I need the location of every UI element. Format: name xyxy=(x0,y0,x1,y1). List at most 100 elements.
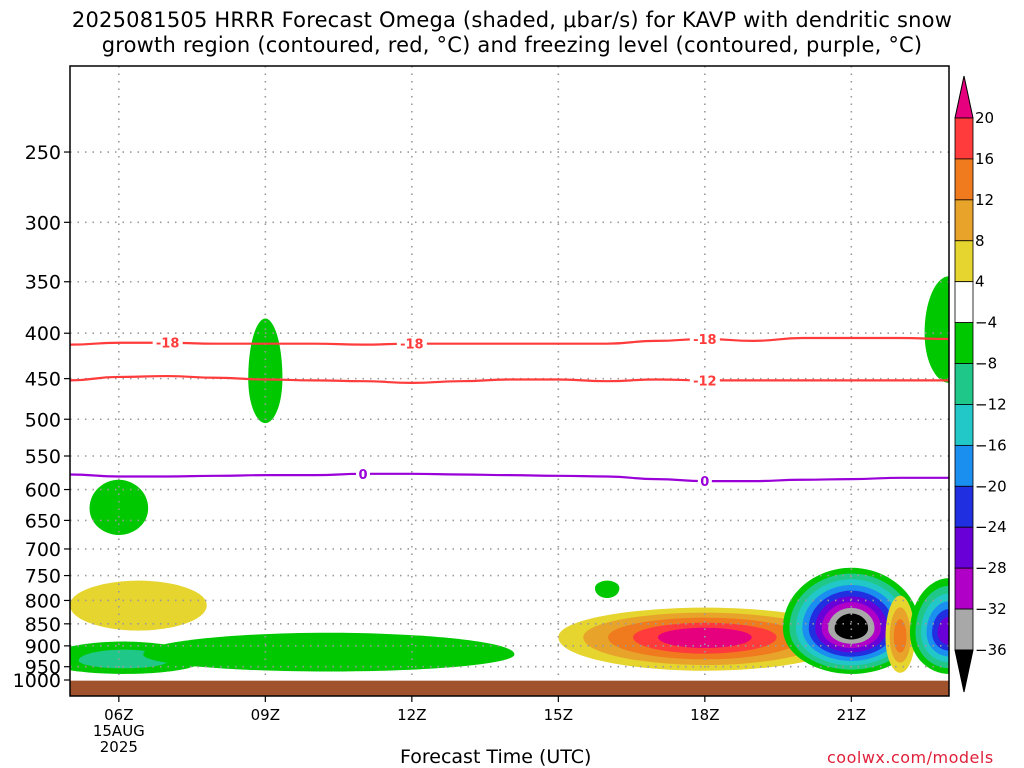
y-tick-label: 650 xyxy=(25,510,61,532)
chart-title-line-2: growth region (contoured, red, °C) and f… xyxy=(101,33,923,57)
y-tick-label: 700 xyxy=(25,539,61,561)
y-tick-label: 500 xyxy=(25,409,61,431)
colorbar-bin xyxy=(954,199,974,242)
contour-label-bg xyxy=(689,373,720,388)
x-date-label: 2025 xyxy=(100,738,138,756)
y-tick-label: 600 xyxy=(25,480,61,502)
y-tick-label: 550 xyxy=(25,446,61,468)
y-tick-label: 1000 xyxy=(13,670,61,692)
colorbar-bin xyxy=(954,526,974,569)
omega-feature-ascent-0600-mid xyxy=(89,479,149,535)
omega-feature-descent-1800-core xyxy=(558,607,852,671)
x-tick-label: 06Z xyxy=(104,706,133,724)
plot-border xyxy=(69,65,950,697)
colorbar-bin xyxy=(954,281,974,324)
chart-title-line-1: 2025081505 HRRR Forecast Omega (shaded, … xyxy=(71,8,953,32)
omega-fill-level xyxy=(594,580,620,599)
colorbar-label: 8 xyxy=(975,232,985,250)
omega-fill-level xyxy=(657,627,752,648)
colorbar-label: 4 xyxy=(975,273,985,291)
colorbar-label: 16 xyxy=(975,150,994,168)
omega-feature-descent-0630-low xyxy=(70,580,207,631)
omega-feature-ascent-upper-0900 xyxy=(248,318,283,424)
contour-label: -12 xyxy=(693,374,717,389)
omega-fill-level xyxy=(143,632,515,672)
x-tick-label: 15Z xyxy=(544,706,573,724)
contour-label-bg xyxy=(697,474,712,489)
y-tick-label: 750 xyxy=(25,566,61,588)
colorbar-label: −24 xyxy=(975,518,1007,536)
contour-label: 0 xyxy=(358,468,367,483)
chart-title: 2025081505 HRRR Forecast Omega (shaded, … xyxy=(0,8,1024,58)
contour-lines: -18 -18 -18-120 0 xyxy=(70,331,949,490)
colorbar-bottom-arrow xyxy=(954,649,974,693)
colorbar-bin xyxy=(954,444,974,487)
omega-fill-level xyxy=(893,619,907,653)
omega-feature-descent-2200-narrow xyxy=(885,595,915,673)
y-tick-label: 400 xyxy=(25,323,61,345)
plot-frame xyxy=(69,65,950,697)
colorbar-bin xyxy=(954,485,974,528)
omega-fill-level xyxy=(924,276,949,383)
colorbar-bin xyxy=(954,567,974,610)
omega-feature-ascent-2300-edge xyxy=(909,578,949,674)
colorbar-bin xyxy=(954,240,974,283)
x-date-label: 15AUG xyxy=(93,722,145,740)
contour-label: 0 xyxy=(700,475,709,490)
contour-label: -18 xyxy=(156,337,180,352)
x-tick-label: 18Z xyxy=(690,706,719,724)
colorbar-bin xyxy=(954,608,974,651)
colorbar-label: −36 xyxy=(975,641,1007,659)
contour-dgz_-12: -12 xyxy=(70,373,949,389)
contour-label: -18 xyxy=(400,338,424,353)
y-tick-label: 250 xyxy=(25,142,61,164)
omega-feature-ascent-upper-right-edge xyxy=(924,276,949,383)
contour-line xyxy=(70,374,949,384)
y-tick-label: 850 xyxy=(25,614,61,636)
contour-label-bg xyxy=(152,335,183,350)
y-tick-label: 300 xyxy=(25,212,61,234)
omega-feature-ascent-1600-small xyxy=(594,580,620,599)
colorbar-bin xyxy=(954,117,974,160)
y-tick-label: 800 xyxy=(25,590,61,612)
y-tick-label: 900 xyxy=(25,636,61,658)
colorbar-label: −8 xyxy=(975,355,997,373)
x-tick-label: 21Z xyxy=(837,706,866,724)
colorbar-top-arrow xyxy=(954,75,974,119)
colorbar-bin xyxy=(954,322,974,364)
y-tick-label: 950 xyxy=(25,657,61,679)
colorbar-label: −32 xyxy=(975,600,1007,618)
ground-layer xyxy=(70,680,949,696)
colorbar-label: 12 xyxy=(975,191,994,209)
omega-fill-level xyxy=(248,318,283,424)
contour-label-bg xyxy=(689,331,720,346)
contour-label: -18 xyxy=(693,333,717,348)
x-tick-label: 09Z xyxy=(251,706,280,724)
contour-label-bg xyxy=(396,336,427,351)
colorbar-label: −20 xyxy=(975,477,1007,495)
contour-line xyxy=(70,472,949,483)
x-axis-label: Forecast Time (UTC) xyxy=(400,746,592,768)
contour-line xyxy=(70,336,949,346)
colorbar-label: −12 xyxy=(975,395,1007,413)
y-tick-label: 350 xyxy=(25,272,61,294)
contour-label-bg xyxy=(356,466,370,481)
colorbar-label: −28 xyxy=(975,559,1007,577)
omega-fill-level xyxy=(89,479,149,535)
colorbar-label: −4 xyxy=(975,314,997,332)
x-tick-label: 12Z xyxy=(397,706,426,724)
colorbar-bin xyxy=(954,363,974,405)
contour-dgz_-18: -18 -18 -18 xyxy=(70,331,949,353)
omega-fill-level xyxy=(70,580,207,631)
omega-fill-level xyxy=(834,613,869,640)
colorbar-label: 20 xyxy=(975,109,994,127)
y-tick-label: 450 xyxy=(25,369,61,391)
ground-fill xyxy=(70,680,949,696)
colorbar-bin xyxy=(954,404,974,446)
colorbar-label: −16 xyxy=(975,436,1007,454)
colorbar-bin xyxy=(954,158,974,201)
colorbar: 20 16 12 8 4 −4 −8 −12 −16 −20 −24 −28 −32 −36 xyxy=(954,75,1007,693)
